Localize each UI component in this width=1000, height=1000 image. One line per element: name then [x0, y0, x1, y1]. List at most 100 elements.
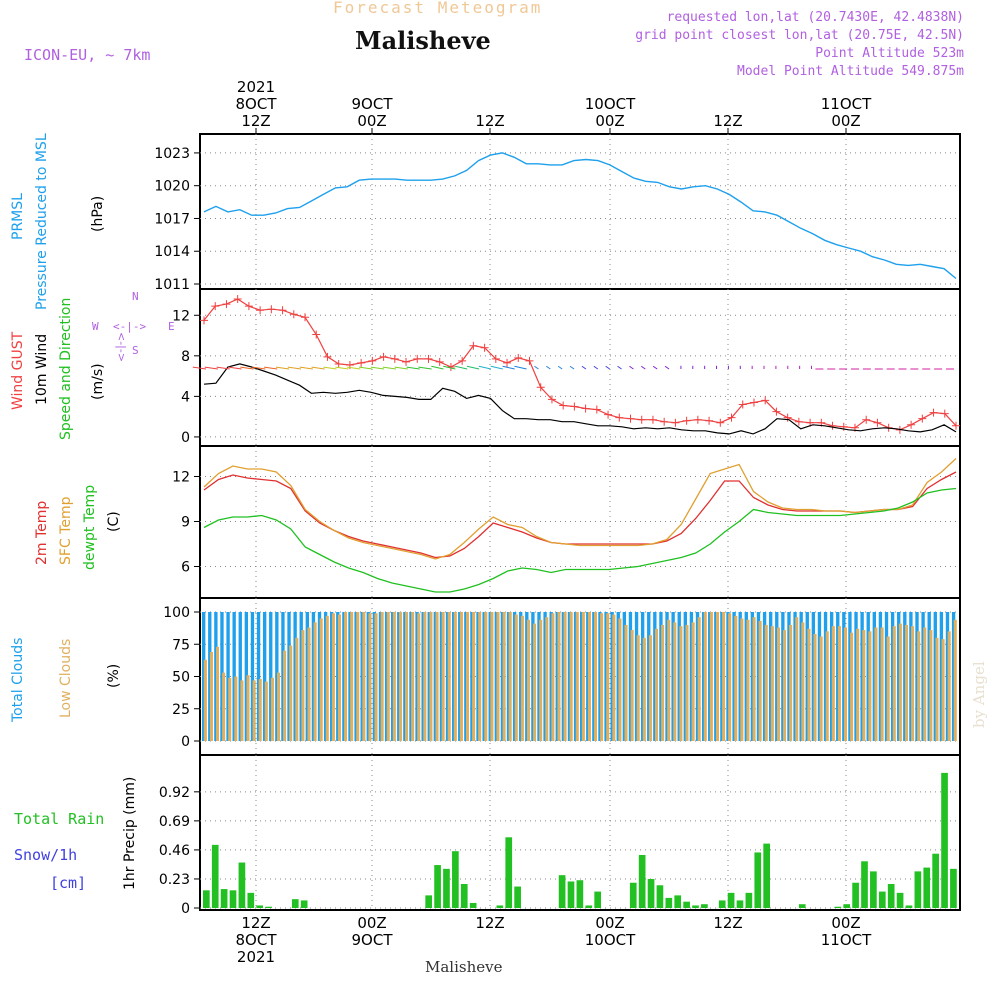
total-cloud-bar — [689, 612, 694, 741]
precip-ytick-label: 0 — [181, 901, 190, 917]
total-cloud-bar — [829, 612, 834, 741]
total-cloud-bar — [458, 612, 462, 741]
rain-bar — [674, 895, 682, 908]
total-cloud-bar — [202, 612, 206, 741]
total-cloud-bar — [701, 612, 706, 741]
top-time-label: 8OCT — [236, 95, 278, 113]
total-cloud-bar — [634, 612, 639, 741]
gust-marker — [952, 421, 960, 430]
total-cloud-bar — [421, 612, 425, 741]
low-cloud-bar — [539, 619, 543, 741]
gust-marker — [301, 313, 310, 322]
gust-marker — [705, 416, 714, 425]
total-cloud-bar — [732, 612, 736, 741]
total-cloud-bar — [305, 612, 309, 741]
wind-direction-arrow — [557, 365, 563, 370]
compass-s: S — [132, 344, 139, 357]
gust-marker — [514, 353, 523, 362]
total-cloud-bar — [842, 612, 846, 741]
gust-marker — [615, 413, 624, 422]
gust-marker — [749, 398, 758, 407]
low-cloud-bar — [783, 630, 787, 741]
total-cloud-bar — [342, 612, 346, 741]
wind-direction-arrow — [418, 366, 432, 370]
low-cloud-bar — [618, 618, 622, 741]
low-cloud-bar — [447, 612, 451, 741]
low-cloud-bar — [764, 624, 768, 741]
total-cloud-bar — [915, 612, 919, 741]
wind-direction-arrow — [502, 365, 515, 370]
rain-bar — [745, 892, 753, 908]
compass-e: E — [168, 320, 175, 333]
total-cloud-bar — [647, 612, 651, 741]
wind-direction-arrow — [347, 366, 361, 370]
wind-direction-arrow — [617, 365, 622, 370]
gust-marker — [323, 352, 332, 361]
low-cloud-bar — [648, 635, 652, 741]
low-cloud-bar — [886, 636, 890, 741]
low-cloud-bar — [691, 622, 695, 741]
total-cloud-bar — [433, 612, 438, 741]
low-cloud-bar — [789, 624, 793, 741]
top-time-label: 00Z — [595, 112, 624, 130]
low-cloud-bar — [898, 623, 902, 741]
total-cloud-bar — [945, 612, 950, 741]
total-cloud-bar — [738, 612, 742, 741]
rain-bar — [754, 852, 762, 908]
total-cloud-bar — [573, 612, 578, 741]
total-cloud-bar — [903, 612, 907, 741]
total-cloud-bar — [214, 612, 218, 741]
precip-ytick-label: 0.69 — [159, 814, 190, 830]
low-cloud-bar — [654, 628, 659, 741]
low-cloud-bar — [557, 612, 561, 741]
gust-marker — [660, 417, 669, 426]
gust-marker — [200, 316, 208, 325]
total-cloud-bar — [384, 612, 389, 741]
total-cloud-bar — [860, 612, 864, 741]
wind-direction-arrow — [252, 366, 266, 370]
rain-bar — [425, 895, 433, 908]
low-cloud-bar — [344, 612, 348, 741]
gust-marker — [873, 418, 882, 427]
gust-marker — [480, 343, 489, 352]
low-cloud-bar — [441, 612, 445, 741]
gust-marker — [592, 405, 601, 414]
rain-bar — [718, 900, 726, 908]
low-cloud-bar — [612, 614, 616, 741]
wind-direction-arrow — [382, 366, 397, 370]
gust-marker — [581, 404, 590, 413]
wind-ytick-label: 12 — [172, 308, 190, 324]
low-cloud-bar — [880, 627, 884, 741]
wind-direction-arrow — [629, 365, 634, 370]
total-cloud-bar — [232, 612, 236, 741]
gust-marker — [525, 356, 534, 365]
total-cloud-bar — [781, 612, 785, 741]
total-cloud-bar — [726, 612, 730, 741]
total-cloud-bar — [811, 612, 816, 741]
total-cloud-bar — [805, 612, 809, 741]
total-cloud-bar — [281, 612, 285, 741]
low-cloud-bar — [398, 612, 402, 741]
rain-bar — [683, 901, 690, 908]
gust-marker — [233, 295, 242, 304]
wind-direction-arrow — [546, 365, 551, 370]
model-label: ICON-EU, ~ 7km — [24, 46, 151, 64]
total-cloud-bar — [872, 612, 876, 741]
gust-marker — [503, 358, 512, 367]
top-time-label: 10OCT — [585, 95, 636, 113]
rain-bar — [220, 889, 228, 908]
wind-direction-arrow — [454, 365, 468, 370]
total-cloud-bar — [890, 612, 895, 741]
pressure-ytick-label: 1014 — [154, 244, 190, 260]
dewpt-line — [203, 487, 957, 593]
temp-ytick-label: 9 — [181, 515, 190, 531]
low-cloud-bar — [758, 621, 762, 741]
wind-direction-arrow — [514, 365, 527, 370]
wind-direction-arrow — [358, 366, 373, 370]
low-cloud-bar — [502, 612, 506, 741]
rain-bar — [505, 837, 513, 908]
total-cloud-bar — [397, 612, 401, 741]
total-cloud-bar — [567, 612, 572, 741]
rain-bar — [594, 891, 602, 908]
